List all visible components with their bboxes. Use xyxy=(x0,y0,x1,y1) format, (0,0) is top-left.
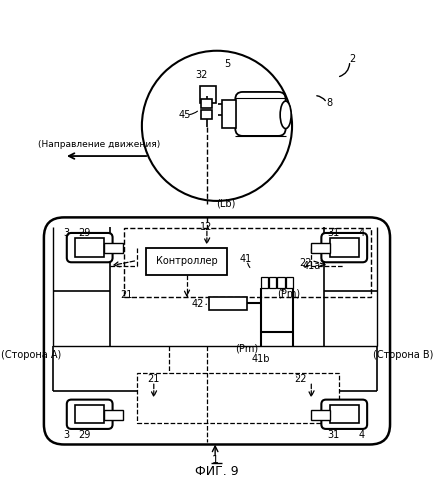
Text: (Сторона В): (Сторона В) xyxy=(373,350,433,360)
Bar xyxy=(286,277,293,288)
FancyBboxPatch shape xyxy=(67,233,112,262)
Text: 29: 29 xyxy=(78,228,90,238)
Text: 1: 1 xyxy=(212,455,219,465)
Text: (Направление движения): (Направление движения) xyxy=(38,140,160,148)
Text: 31: 31 xyxy=(327,228,339,238)
Text: 32: 32 xyxy=(195,70,207,81)
Bar xyxy=(201,110,212,120)
Bar xyxy=(200,86,216,103)
Bar xyxy=(104,410,123,420)
Bar xyxy=(75,238,104,257)
Text: 45: 45 xyxy=(179,110,191,120)
Text: 12: 12 xyxy=(200,222,212,232)
Text: 3: 3 xyxy=(63,430,69,440)
Text: 8: 8 xyxy=(326,98,333,108)
Bar xyxy=(209,297,247,310)
Text: ФИГ. 9: ФИГ. 9 xyxy=(195,466,239,478)
Text: 21: 21 xyxy=(120,290,132,300)
Bar xyxy=(311,243,329,253)
FancyBboxPatch shape xyxy=(321,400,367,429)
Text: 29: 29 xyxy=(78,430,90,440)
Text: 22: 22 xyxy=(294,374,306,384)
FancyBboxPatch shape xyxy=(321,233,367,262)
Bar xyxy=(137,373,339,424)
Text: 41a: 41a xyxy=(302,261,320,271)
Text: 21: 21 xyxy=(148,374,160,384)
Bar xyxy=(75,405,104,423)
Text: (Сторона А): (Сторона А) xyxy=(1,350,61,360)
Text: Контроллер: Контроллер xyxy=(156,256,217,266)
Text: (Pm): (Pm) xyxy=(277,288,300,298)
Bar xyxy=(221,100,236,128)
Text: 42: 42 xyxy=(192,300,204,310)
Bar xyxy=(104,243,123,253)
Bar xyxy=(124,228,371,297)
Bar xyxy=(269,277,276,288)
Bar xyxy=(261,277,268,288)
Ellipse shape xyxy=(280,101,291,128)
Text: 2: 2 xyxy=(349,54,355,64)
Text: 41: 41 xyxy=(239,254,251,264)
Bar xyxy=(329,238,359,257)
Text: 31: 31 xyxy=(327,430,339,440)
FancyBboxPatch shape xyxy=(67,400,112,429)
Circle shape xyxy=(142,50,292,201)
FancyBboxPatch shape xyxy=(44,218,390,444)
Text: 4: 4 xyxy=(358,430,365,440)
Text: 22: 22 xyxy=(299,258,312,268)
Bar xyxy=(201,100,212,108)
Text: 41b: 41b xyxy=(252,354,270,364)
Bar xyxy=(146,248,227,275)
Bar xyxy=(277,277,285,288)
Text: (Pm): (Pm) xyxy=(236,344,259,353)
Text: 4: 4 xyxy=(358,228,365,238)
Bar xyxy=(329,405,359,423)
Bar xyxy=(311,410,329,420)
Text: (Lb): (Lb) xyxy=(216,198,235,208)
Text: 3: 3 xyxy=(63,228,69,238)
Text: 5: 5 xyxy=(224,60,230,70)
FancyBboxPatch shape xyxy=(235,92,286,136)
